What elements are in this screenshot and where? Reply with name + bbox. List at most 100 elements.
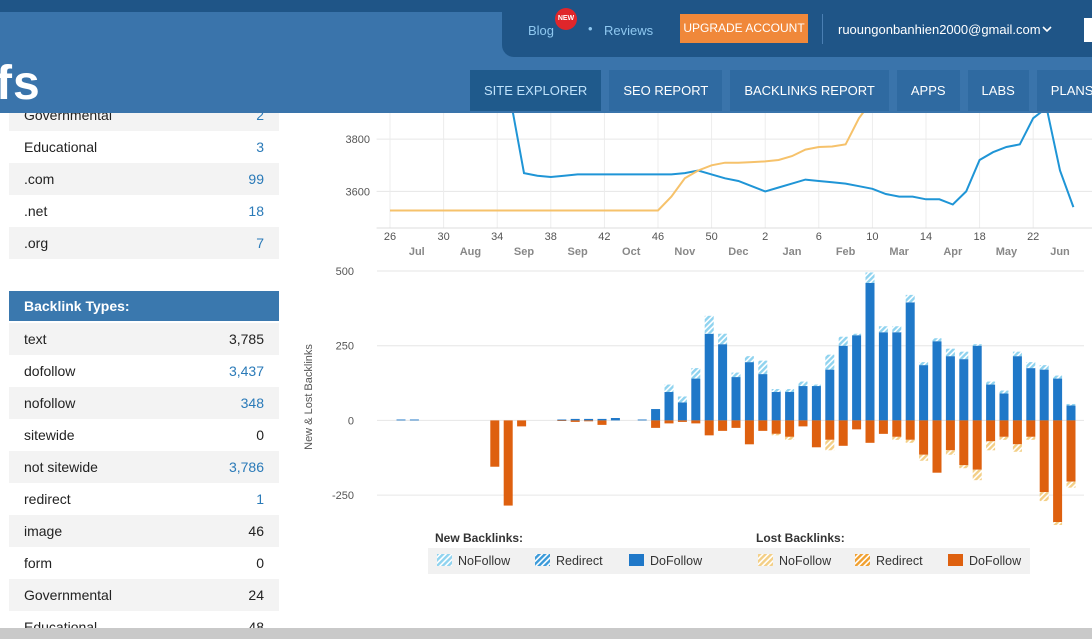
y-tick-label: 3600 (346, 186, 370, 198)
upgrade-button[interactable]: UPGRADE ACCOUNT (680, 14, 808, 43)
bar-segment (852, 333, 862, 336)
bar-segment (1026, 362, 1036, 369)
bar-segment (865, 272, 875, 283)
nav-tab[interactable]: SITE EXPLORER (470, 70, 602, 111)
bar-segment (704, 333, 714, 421)
bar-segment (1039, 369, 1049, 421)
dot: • (588, 21, 593, 36)
row-value: 24 (248, 587, 264, 603)
row-label: .org (24, 235, 49, 251)
table-row: .com 99 (9, 163, 279, 195)
row-value[interactable]: 3 (256, 139, 264, 155)
bar-segment (490, 420, 500, 467)
bar-segment (905, 439, 915, 443)
sidebar: Governmental 2 Educational 3 .com 99 .net 18 .or… (9, 99, 279, 643)
bar-segment (838, 345, 848, 421)
bar-segment (597, 418, 607, 421)
table-row: form 0 (9, 547, 279, 579)
legend-swatch (758, 554, 773, 566)
bar-segment (1026, 436, 1036, 440)
nav-tab[interactable]: BACKLINKS REPORT (730, 70, 889, 111)
row-value[interactable]: 99 (248, 171, 264, 187)
bar-segment (1012, 444, 1022, 452)
legend-box (428, 548, 1030, 574)
bar-segment (945, 450, 955, 455)
x-tick-label: 18 (973, 231, 985, 243)
bar-segment (811, 420, 821, 448)
bar-segment (878, 420, 888, 434)
bar-segment (945, 348, 955, 357)
bar-segment (892, 326, 902, 333)
month-label: Sep (514, 246, 534, 258)
nav-tab[interactable]: PLANS & P (1036, 70, 1092, 111)
bar-segment (919, 365, 929, 421)
row-value[interactable]: 3,437 (228, 363, 264, 379)
bar-segment (744, 420, 754, 445)
row-label: dofollow (24, 363, 76, 379)
legend-label: DoFollow (969, 554, 1022, 568)
bar-segment (1053, 420, 1063, 523)
bar-segment (677, 402, 687, 421)
bar-segment (905, 294, 915, 303)
bar-segment (1066, 420, 1076, 482)
nav-tab[interactable]: LABS (967, 70, 1029, 111)
bar-segment (758, 360, 768, 375)
bar-segment (892, 436, 902, 440)
bar-segment (1066, 481, 1076, 488)
bar-segment (584, 420, 594, 422)
bar-segment (557, 419, 567, 421)
bar-segment (999, 436, 1009, 440)
bar-segment (677, 396, 687, 403)
bar-segment (785, 389, 795, 393)
blog-link[interactable]: Blog (528, 23, 555, 38)
bar-segment (691, 420, 701, 424)
bar-segment (919, 362, 929, 366)
bar-segment (825, 354, 835, 370)
bar-segment (718, 344, 728, 421)
bar-segment (758, 420, 768, 431)
nav-tab[interactable]: SEO REPORT (609, 70, 723, 111)
legend-label: NoFollow (458, 554, 511, 568)
nav-tab[interactable]: APPS (896, 70, 960, 111)
y-tick-label: 250 (336, 341, 354, 353)
bar-segment (798, 420, 808, 427)
bar-segment (785, 420, 795, 437)
x-tick-label: 30 (437, 231, 449, 243)
bar-segment (1012, 351, 1022, 357)
row-value[interactable]: 1 (256, 491, 264, 507)
bar-segment (771, 392, 781, 421)
table-row: redirect 1 (9, 483, 279, 515)
bar-segment (999, 390, 1009, 394)
nav-tabs: SITE EXPLORER SEO REPORT BACKLINKS REPORT A… (470, 70, 1092, 111)
row-label: nofollow (24, 395, 76, 411)
legend-swatch (437, 554, 452, 566)
logo[interactable]: fs (0, 57, 41, 110)
bar-segment (396, 419, 406, 421)
line-series (390, 113, 865, 212)
bar-segment (999, 393, 1009, 421)
x-tick-label: 34 (491, 231, 503, 243)
row-value[interactable]: 18 (248, 203, 264, 219)
bar-segment (744, 362, 754, 421)
bar-segment (664, 392, 674, 421)
bar-segment (731, 372, 741, 378)
month-label: Feb (836, 246, 856, 258)
row-value[interactable]: 3,786 (228, 459, 264, 475)
row-label: text (24, 331, 47, 347)
bar-segment (704, 315, 714, 334)
bar-segment (1026, 368, 1036, 421)
account-email[interactable]: ruoungonbanhien2000@gmail.com (838, 22, 1041, 37)
bar-segment (825, 420, 835, 440)
bar-segment (905, 302, 915, 421)
row-value: 3,785 (228, 331, 264, 347)
row-value[interactable]: 2 (256, 107, 264, 123)
scrollbar[interactable] (0, 628, 1092, 639)
row-value[interactable]: 7 (256, 235, 264, 251)
row-value[interactable]: 348 (240, 395, 264, 411)
bar-segment (771, 420, 781, 434)
bar-segment (1026, 420, 1036, 437)
bar-segment (825, 369, 835, 421)
reviews-link[interactable]: Reviews (604, 23, 654, 38)
x-tick-label: 38 (545, 231, 557, 243)
